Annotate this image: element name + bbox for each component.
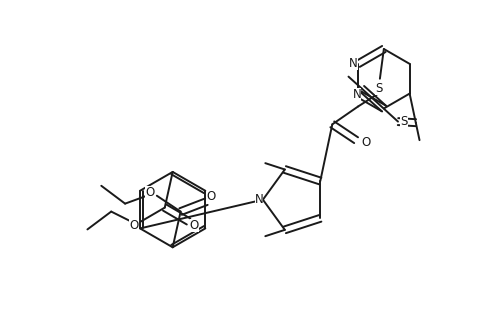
Text: S: S	[375, 82, 383, 95]
Text: O: O	[207, 190, 216, 203]
Text: O: O	[145, 186, 155, 199]
Text: S: S	[400, 115, 408, 128]
Text: O: O	[361, 136, 370, 149]
Text: N: N	[349, 57, 357, 70]
Text: N: N	[353, 88, 361, 101]
Text: N: N	[255, 193, 263, 206]
Text: O: O	[130, 219, 139, 232]
Text: O: O	[190, 219, 199, 232]
